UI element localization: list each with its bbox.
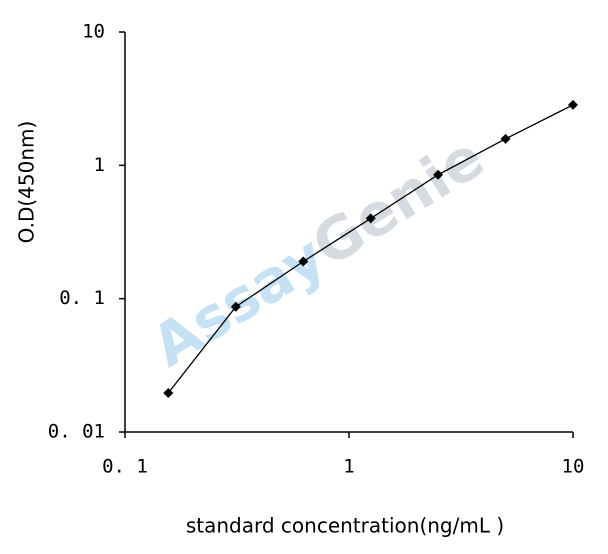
y-tick-label: 0. 1	[59, 287, 105, 309]
x-tick-label: 1	[343, 456, 354, 478]
y-tick-label: 10	[82, 21, 105, 43]
watermark-part: Genie	[301, 123, 496, 280]
data-point	[433, 169, 444, 180]
x-tick-label: 10	[562, 456, 585, 478]
watermark-part: Assay	[140, 222, 336, 380]
y-tick-label: 1	[94, 154, 105, 176]
data-point	[230, 301, 241, 312]
y-axis-title: O.D(450nm)	[15, 121, 39, 244]
data-point	[365, 213, 376, 224]
x-axis-title: standard concentration(ng/mL )	[186, 514, 504, 538]
data-point	[500, 133, 511, 144]
data-point	[298, 256, 309, 267]
y-tick-label: 0. 01	[48, 421, 105, 443]
data-point	[163, 388, 174, 399]
data-point	[568, 99, 578, 110]
x-tick-label: 0. 1	[102, 456, 148, 478]
